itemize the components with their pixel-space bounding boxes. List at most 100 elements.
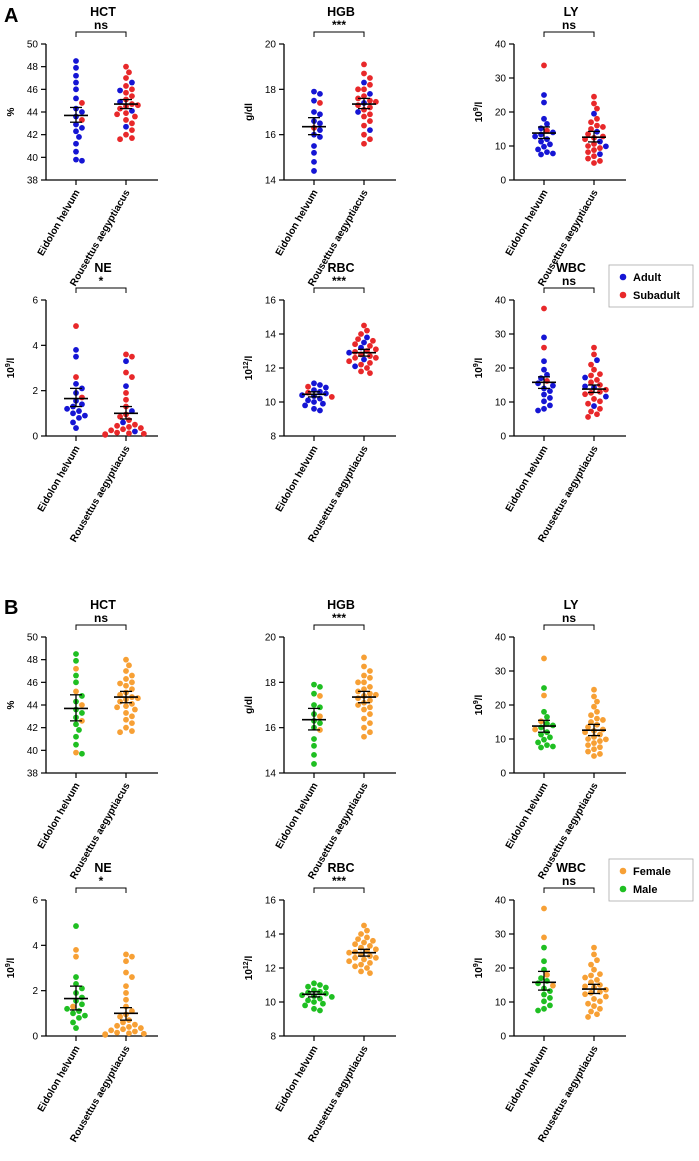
data-point xyxy=(129,86,135,93)
significance-bracket xyxy=(543,287,595,293)
data-point xyxy=(70,419,76,426)
data-point xyxy=(361,86,367,93)
data-point xyxy=(132,1028,138,1035)
data-point xyxy=(73,128,79,135)
data-point xyxy=(361,654,367,661)
data-point xyxy=(588,989,594,996)
data-point xyxy=(322,390,329,397)
data-point xyxy=(367,118,373,124)
data-point xyxy=(76,414,82,421)
data-point xyxy=(367,90,373,97)
data-point xyxy=(591,944,597,951)
data-point xyxy=(129,353,135,360)
data-point xyxy=(73,733,79,740)
legend-marker xyxy=(619,291,627,299)
data-point xyxy=(123,390,129,396)
data-point xyxy=(126,424,132,430)
data-point xyxy=(79,100,85,106)
data-point xyxy=(538,151,544,158)
data-point xyxy=(585,1000,591,1007)
data-point xyxy=(585,1014,591,1020)
data-point xyxy=(352,348,358,355)
data-point xyxy=(73,64,79,71)
data-point xyxy=(114,1029,120,1036)
data-point xyxy=(82,412,88,419)
chart-title: HCT xyxy=(90,5,116,19)
x-tick-label: Eidolon helvum xyxy=(274,781,321,851)
data-point xyxy=(129,720,135,727)
data-point xyxy=(544,136,550,143)
data-point xyxy=(538,744,544,751)
data-point xyxy=(591,1003,597,1009)
data-point xyxy=(129,107,135,114)
data-point xyxy=(547,388,553,395)
data-point xyxy=(367,690,373,697)
data-point xyxy=(73,688,79,695)
data-point xyxy=(140,1030,147,1037)
data-point xyxy=(541,391,547,398)
y-tick-label: 10 xyxy=(265,998,277,1009)
data-point xyxy=(591,351,597,358)
data-point xyxy=(541,1005,547,1012)
chart-title: RBC xyxy=(327,861,354,875)
data-point xyxy=(367,960,373,966)
data-point xyxy=(129,408,135,414)
data-point xyxy=(129,728,135,734)
y-tick-label: 4 xyxy=(32,941,38,952)
data-point xyxy=(311,761,317,767)
data-point xyxy=(317,982,323,988)
data-point xyxy=(544,149,550,156)
data-point xyxy=(541,62,547,69)
data-point xyxy=(364,965,370,971)
y-axis-label: g/dl xyxy=(244,103,255,121)
data-point xyxy=(355,702,361,708)
data-point xyxy=(117,87,123,94)
data-point xyxy=(134,695,141,702)
data-point xyxy=(102,1031,109,1038)
data-point xyxy=(367,370,373,376)
data-point xyxy=(76,408,82,414)
data-point xyxy=(352,948,358,955)
data-point xyxy=(129,374,135,380)
data-point xyxy=(585,748,591,755)
data-point xyxy=(70,1010,76,1017)
data-point xyxy=(123,710,129,716)
data-point xyxy=(352,941,358,948)
data-point xyxy=(591,951,597,958)
x-tick-label: Eidolon helvum xyxy=(504,444,551,514)
data-point xyxy=(591,996,597,1002)
data-point xyxy=(346,358,353,365)
y-axis-label: 109/l xyxy=(5,957,17,978)
data-point xyxy=(361,93,367,100)
y-tick-label: 14 xyxy=(265,769,277,780)
y-tick-label: 30 xyxy=(495,74,507,85)
data-point xyxy=(355,936,361,942)
data-point xyxy=(547,734,553,741)
data-point xyxy=(535,980,541,987)
data-point xyxy=(367,136,373,143)
data-point xyxy=(129,672,135,679)
data-point xyxy=(79,401,85,408)
data-point xyxy=(311,380,317,387)
data-point xyxy=(355,695,361,702)
data-point xyxy=(305,983,311,990)
data-point xyxy=(591,396,597,402)
data-point xyxy=(585,736,591,742)
data-point xyxy=(317,127,323,134)
data-point xyxy=(79,117,85,123)
data-point xyxy=(361,706,367,713)
data-point xyxy=(585,143,591,149)
data-point xyxy=(535,407,541,414)
data-point xyxy=(123,123,129,130)
y-axis-label: 1012/l xyxy=(243,956,255,981)
data-point xyxy=(541,358,547,365)
data-point xyxy=(311,168,317,174)
significance-bracket xyxy=(313,287,365,293)
data-point xyxy=(114,429,120,436)
data-point xyxy=(117,1013,123,1020)
data-point xyxy=(547,402,553,409)
data-point xyxy=(541,944,547,951)
